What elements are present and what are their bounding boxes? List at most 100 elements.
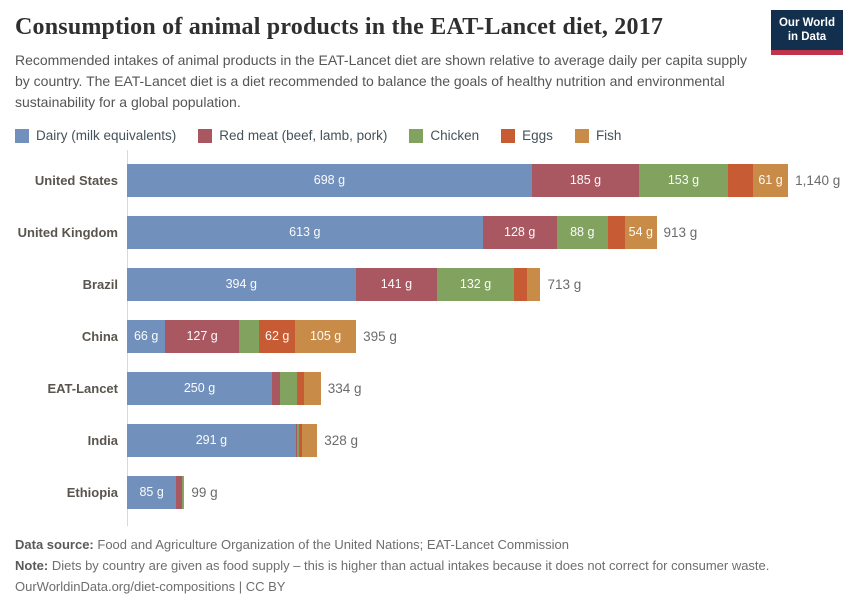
bar-segment-fish[interactable]: 105 g — [295, 319, 357, 353]
segment-value-label: 128 g — [504, 225, 536, 239]
owid-logo[interactable]: Our World in Data — [771, 10, 843, 55]
row-total-label: 913 g — [663, 224, 698, 240]
bar-segment-red-meat-beef-lamb-pork[interactable]: 185 g — [531, 163, 640, 197]
bar-segment-red-meat-beef-lamb-pork[interactable]: 141 g — [355, 267, 438, 301]
legend-label: Dairy (milk equivalents) — [36, 128, 177, 143]
note-text: Diets by country are given as food suppl… — [51, 558, 770, 574]
stacked-bar: 698 g 185 g 153 g 61 g — [127, 163, 789, 197]
data-source-text: Food and Agriculture Organization of the… — [97, 537, 569, 552]
country-label: United States — [34, 172, 118, 188]
country-label: Ethiopia — [66, 484, 118, 500]
chart-row-brazil: Brazil 394 g 141 g 132 g 713 g — [15, 258, 835, 310]
bar-segment-eggs[interactable] — [607, 215, 626, 249]
country-label: Brazil — [82, 276, 118, 292]
bar-segment-eggs[interactable] — [296, 371, 305, 405]
bar-segment-chicken[interactable] — [296, 423, 300, 457]
segment-value-label: 127 g — [186, 329, 218, 343]
chart-row-united-states: United States 698 g 185 g 153 g 61 g 1,140 g — [15, 154, 840, 206]
citation-link[interactable]: OurWorldinData.org/diet-compositions | C… — [15, 579, 286, 595]
chart-row-eat-lancet: EAT-Lancet 250 g 334 g — [15, 362, 835, 414]
row-total-label: 334 g — [327, 380, 362, 396]
segment-value-label: 88 g — [570, 225, 595, 239]
bar-segment-fish[interactable] — [304, 371, 321, 405]
stacked-bar: 66 g 127 g 62 g 105 g — [127, 319, 357, 353]
bar-segment-dairy-milk-equivalents[interactable]: 85 g — [127, 475, 177, 509]
legend-swatch-icon — [574, 128, 589, 143]
owid-logo-line1: Our World — [778, 17, 835, 29]
chart-subtitle: Recommended intakes of animal products i… — [15, 52, 748, 110]
segment-value-label: 141 g — [380, 277, 413, 291]
row-total-label: 1,140 g — [795, 172, 841, 188]
legend-label: Fish — [595, 128, 622, 143]
segment-value-label: 698 g — [313, 173, 346, 187]
bar-segment-dairy-milk-equivalents[interactable]: 394 g — [127, 267, 356, 301]
legend: Dairy (milk equivalents) Red meat (beef, … — [15, 128, 835, 143]
bar-segment-red-meat-beef-lamb-pork[interactable] — [272, 371, 281, 405]
country-label: United Kingdom — [17, 224, 118, 240]
legend-item-chicken[interactable]: Chicken — [409, 128, 479, 143]
data-source-line: Data source: Food and Agriculture Organi… — [15, 534, 835, 555]
bar-segment-fish[interactable] — [526, 267, 541, 301]
bar-segment-chicken[interactable]: 88 g — [556, 215, 608, 249]
bar-segment-red-meat-beef-lamb-pork[interactable] — [295, 423, 297, 457]
bar-segment-dairy-milk-equivalents[interactable]: 613 g — [127, 215, 483, 249]
row-total-label: 713 g — [547, 276, 582, 292]
bar-segment-dairy-milk-equivalents[interactable]: 250 g — [127, 371, 272, 405]
page-title: Consumption of animal products in the EA… — [15, 14, 664, 40]
legend-swatch-icon — [15, 128, 29, 143]
legend-item-eggs[interactable]: Eggs — [501, 128, 553, 143]
bar-segment-red-meat-beef-lamb-pork[interactable]: 127 g — [165, 319, 239, 353]
stacked-bar: 394 g 141 g 132 g — [127, 267, 541, 301]
note-line: Note: Diets by country are given as food… — [15, 555, 835, 576]
bar-segment-fish[interactable]: 54 g — [625, 215, 657, 249]
segment-value-label: 54 g — [628, 225, 654, 239]
legend-item-dairy-milk-equivalents[interactable]: Dairy (milk equivalents) — [15, 128, 176, 143]
bar-segment-fish[interactable] — [302, 423, 318, 457]
bar-segment-red-meat-beef-lamb-pork[interactable] — [176, 475, 183, 509]
row-total-label: 99 g — [191, 484, 218, 500]
bar-segment-fish[interactable]: 61 g — [752, 163, 789, 197]
stacked-bar: 291 g — [127, 423, 318, 457]
segment-value-label: 394 g — [225, 277, 257, 291]
bar-segment-dairy-milk-equivalents[interactable]: 698 g — [127, 163, 532, 197]
bar-segment-eggs[interactable] — [727, 163, 753, 197]
segment-value-label: 66 g — [133, 329, 159, 343]
segment-value-label: 250 g — [183, 381, 216, 395]
country-label: China — [81, 328, 118, 344]
bar-segment-chicken[interactable]: 132 g — [437, 267, 514, 301]
segment-value-label: 61 g — [758, 173, 783, 187]
bar-segment-chicken[interactable]: 153 g — [639, 163, 728, 197]
bar-segment-dairy-milk-equivalents[interactable]: 291 g — [127, 423, 296, 457]
data-source-label: Data source: — [15, 537, 94, 552]
segment-value-label: 62 g — [265, 329, 290, 343]
country-label: EAT-Lancet — [47, 380, 118, 396]
row-total-label: 395 g — [363, 328, 397, 344]
legend-swatch-icon — [198, 128, 213, 143]
bar-segment-eggs[interactable] — [182, 475, 184, 509]
bar-segment-dairy-milk-equivalents[interactable]: 66 g — [127, 319, 166, 353]
chart-row-china: China 66 g 127 g 62 g 105 g 395 g — [15, 310, 835, 362]
segment-value-label: 153 g — [667, 173, 700, 187]
chart-row-india: India 291 g 328 g — [15, 414, 835, 466]
owid-logo-line2: in Data — [787, 31, 827, 44]
legend-label: Red meat (beef, lamb, pork) — [219, 128, 388, 143]
bar-segment-eggs[interactable] — [299, 423, 303, 457]
segment-value-label: 291 g — [195, 433, 228, 447]
legend-label: Chicken — [430, 128, 480, 143]
legend-item-fish[interactable]: Fish — [574, 128, 622, 143]
bar-segment-eggs[interactable]: 62 g — [259, 319, 296, 353]
stacked-bar: 85 g — [127, 475, 185, 509]
legend-item-red-meat-beef-lamb-pork[interactable]: Red meat (beef, lamb, pork) — [198, 128, 387, 143]
bar-segment-eggs[interactable] — [513, 267, 527, 301]
bar-segment-chicken[interactable] — [182, 475, 183, 509]
row-total-label: 328 g — [324, 432, 358, 448]
bar-segment-fish[interactable] — [183, 475, 185, 509]
bar-segment-chicken[interactable] — [280, 371, 297, 405]
bar-segment-chicken[interactable] — [238, 319, 260, 353]
segment-value-label: 85 g — [139, 485, 164, 499]
bar-segment-red-meat-beef-lamb-pork[interactable]: 128 g — [482, 215, 557, 249]
legend-swatch-icon — [501, 128, 516, 143]
